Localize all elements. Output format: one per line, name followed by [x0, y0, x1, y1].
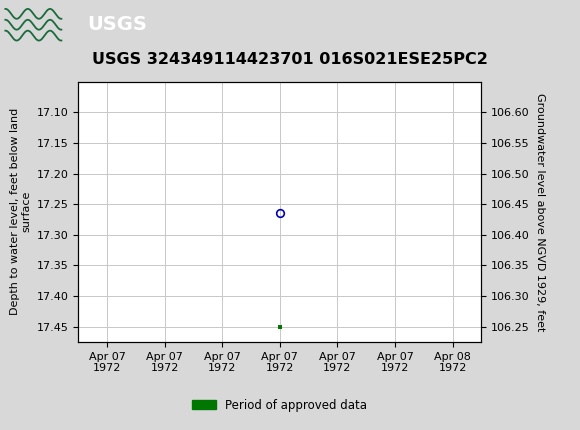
Y-axis label: Groundwater level above NGVD 1929, feet: Groundwater level above NGVD 1929, feet	[535, 92, 545, 331]
Y-axis label: Depth to water level, feet below land
surface: Depth to water level, feet below land su…	[9, 108, 31, 315]
Text: USGS 324349114423701 016S021ESE25PC2: USGS 324349114423701 016S021ESE25PC2	[92, 52, 488, 67]
Legend: Period of approved data: Period of approved data	[187, 394, 372, 417]
Text: USGS: USGS	[87, 15, 147, 34]
